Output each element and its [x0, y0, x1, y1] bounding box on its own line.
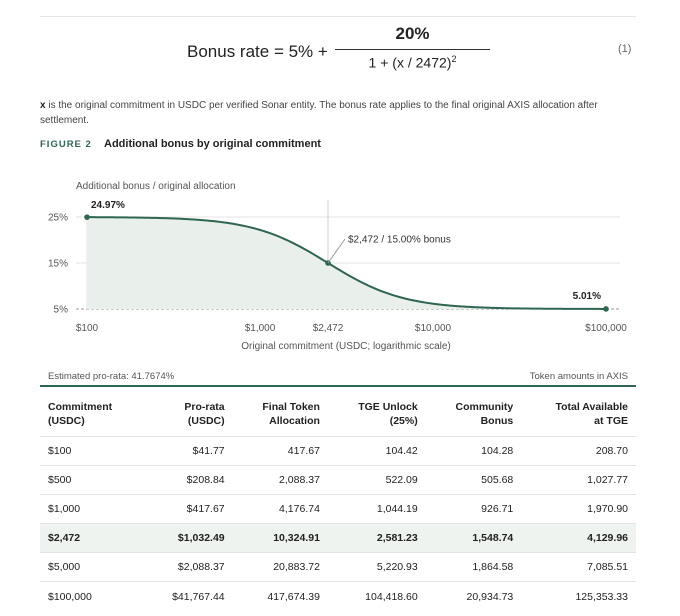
formula-numerator: 20% [395, 24, 430, 43]
table-cell: 926.71 [425, 494, 522, 524]
table-cell: 4,129.96 [521, 523, 636, 553]
column-header-line: (USDC) [187, 415, 225, 427]
point-label: 24.97% [91, 200, 125, 211]
table-cell: 1,027.77 [521, 465, 636, 495]
y-tick-label: 25% [48, 213, 68, 224]
callout-line [327, 238, 346, 264]
table-cell: $208.84 [143, 465, 233, 495]
table-cell: $100,000 [40, 581, 144, 611]
table-cell: 522.09 [327, 465, 426, 495]
denominator-text: 1 + (x / 2472) [368, 54, 452, 71]
formula-note: x is the original commitment in USDC per… [40, 98, 640, 128]
column-header: Pro-rata (USDC) [144, 386, 233, 437]
equation-number: (1) [618, 43, 632, 55]
column-header: Commitment (USDC) [40, 386, 144, 437]
table-cell: 505.68 [425, 465, 522, 495]
table-cell: $2,088.37 [143, 552, 233, 582]
table-cell: $500 [40, 465, 144, 495]
table-cell: 10,324.91 [232, 523, 328, 553]
top-divider [40, 16, 636, 17]
fraction-bar [335, 49, 490, 50]
x-tick-label: $100,000 [585, 323, 627, 334]
x-tick-label: $1,000 [245, 323, 276, 334]
table-cell: $5,000 [40, 552, 144, 582]
table-cell: 125,353.33 [521, 581, 636, 611]
allocation-table: Commitment (USDC) Pro-rata (USDC) Final Toke… [40, 385, 636, 611]
note-text: is the original commitment in USDC per v… [40, 100, 598, 126]
table-cell: 104.28 [425, 436, 522, 466]
table-row: $2,472 $1,032.49 10,324.91 2,581.23 1,548.74… [40, 523, 636, 553]
table-row: $500 $208.84 2,088.37 522.09 505.68 1,027.77 [40, 465, 636, 495]
column-header-line: (USDC) [48, 415, 85, 427]
x-tick-label: $100 [76, 323, 99, 334]
point-label: 5.01% [573, 291, 601, 302]
column-header: Community Bonus [426, 386, 522, 437]
table-row: $100 $41.77 417.67 104.42 104.28 208.70 [40, 436, 636, 466]
table-cell: 104,418.60 [327, 581, 426, 611]
table-cell: $41.77 [143, 436, 233, 466]
table-cell: 1,548.74 [425, 523, 522, 553]
table-cell: 417.67 [232, 436, 328, 466]
table-cell: $417.67 [143, 494, 233, 524]
column-header-line: Commitment [48, 401, 113, 413]
table-cell: $100 [40, 436, 144, 466]
table-cell: 20,934.73 [425, 581, 522, 611]
bonus-chart: Additional bonus / original allocation 25… [48, 181, 627, 352]
data-point [84, 214, 90, 220]
table-cell: 2,581.23 [327, 523, 426, 553]
table-cell: 1,864.58 [425, 552, 522, 582]
table-cell: 417,674.39 [232, 581, 328, 611]
pro-rata-estimate: Estimated pro-rata: 41.7674% [48, 371, 175, 382]
column-header-line: Allocation [269, 415, 320, 427]
table-cell: 208.70 [521, 436, 636, 466]
table-cell: 7,085.51 [521, 552, 636, 582]
column-header-line: Total Available [555, 401, 628, 413]
table-row: $5,000 $2,088.37 20,883.72 5,220.93 1,864.58… [40, 552, 636, 582]
y-tick-label: 15% [48, 259, 68, 270]
data-point [603, 306, 609, 312]
table-cell: $41,767.44 [143, 581, 233, 611]
figure-label: FIGURE 2 [40, 139, 92, 150]
column-header-line: Community [455, 401, 514, 413]
figure-title: Additional bonus by original commitment [104, 138, 321, 150]
table-cell: $1,032.49 [143, 523, 233, 553]
bonus-curve [86, 216, 606, 310]
bonus-formula: Bonus rate = 5% + 20% 1 + (x / 2472)2 (1… [0, 22, 680, 82]
token-units-note: Token amounts in AXIS [529, 371, 628, 382]
column-header-line: at TGE [594, 415, 628, 427]
table-row: $1,000 $417.67 4,176.74 1,044.19 926.71 1,970… [40, 494, 636, 524]
formula-lhs: Bonus rate = 5% + [187, 42, 328, 61]
column-header-line: Final Token [262, 401, 320, 413]
table-cell: 1,044.19 [327, 494, 426, 524]
x-axis-label: Original commitment (USDC; logarithmic s… [241, 341, 451, 352]
y-tick-label: 5% [54, 305, 69, 316]
table-cell: 20,883.72 [232, 552, 328, 582]
column-header: TGE Unlock (25%) [328, 386, 426, 437]
column-header-line: Bonus [480, 415, 514, 427]
column-header: Final Token Allocation [233, 386, 328, 437]
table-row: $100,000 $41,767.44 417,674.39 104,418.60 20… [40, 581, 636, 611]
column-header: Total Available at TGE [521, 386, 636, 437]
curve-area [87, 217, 606, 309]
column-header-line: (25%) [389, 415, 418, 427]
table-header-row: Commitment (USDC) Pro-rata (USDC) Final Toke… [40, 386, 636, 437]
table-cell: 4,176.74 [232, 494, 328, 524]
x-tick-label: $10,000 [415, 323, 452, 334]
formula-denominator: 1 + (x / 2472)2 [335, 54, 490, 71]
x-tick-label: $2,472 [313, 323, 344, 334]
table-cell: $1,000 [40, 494, 144, 524]
y-axis-label: Additional bonus / original allocation [76, 181, 236, 192]
column-header-line: Pro-rata [184, 401, 225, 413]
table-cell: 1,970.90 [521, 494, 636, 524]
denominator-exponent: 2 [451, 54, 457, 64]
table-cell: 104.42 [327, 436, 426, 466]
table-cell: 2,088.37 [232, 465, 328, 495]
table-cell: 5,220.93 [327, 552, 426, 582]
point-label: $2,472 / 15.00% bonus [348, 235, 451, 246]
column-header-line: TGE Unlock [358, 401, 418, 413]
figure-heading: FIGURE 2 Additional bonus by original co… [40, 138, 321, 150]
table-cell: $2,472 [40, 523, 144, 553]
note-variable: x [40, 100, 46, 111]
